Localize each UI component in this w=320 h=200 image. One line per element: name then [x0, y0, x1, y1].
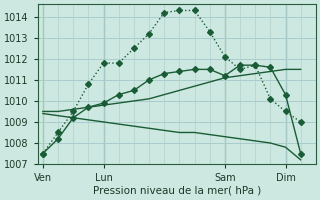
X-axis label: Pression niveau de la mer( hPa ): Pression niveau de la mer( hPa ) [93, 186, 261, 196]
